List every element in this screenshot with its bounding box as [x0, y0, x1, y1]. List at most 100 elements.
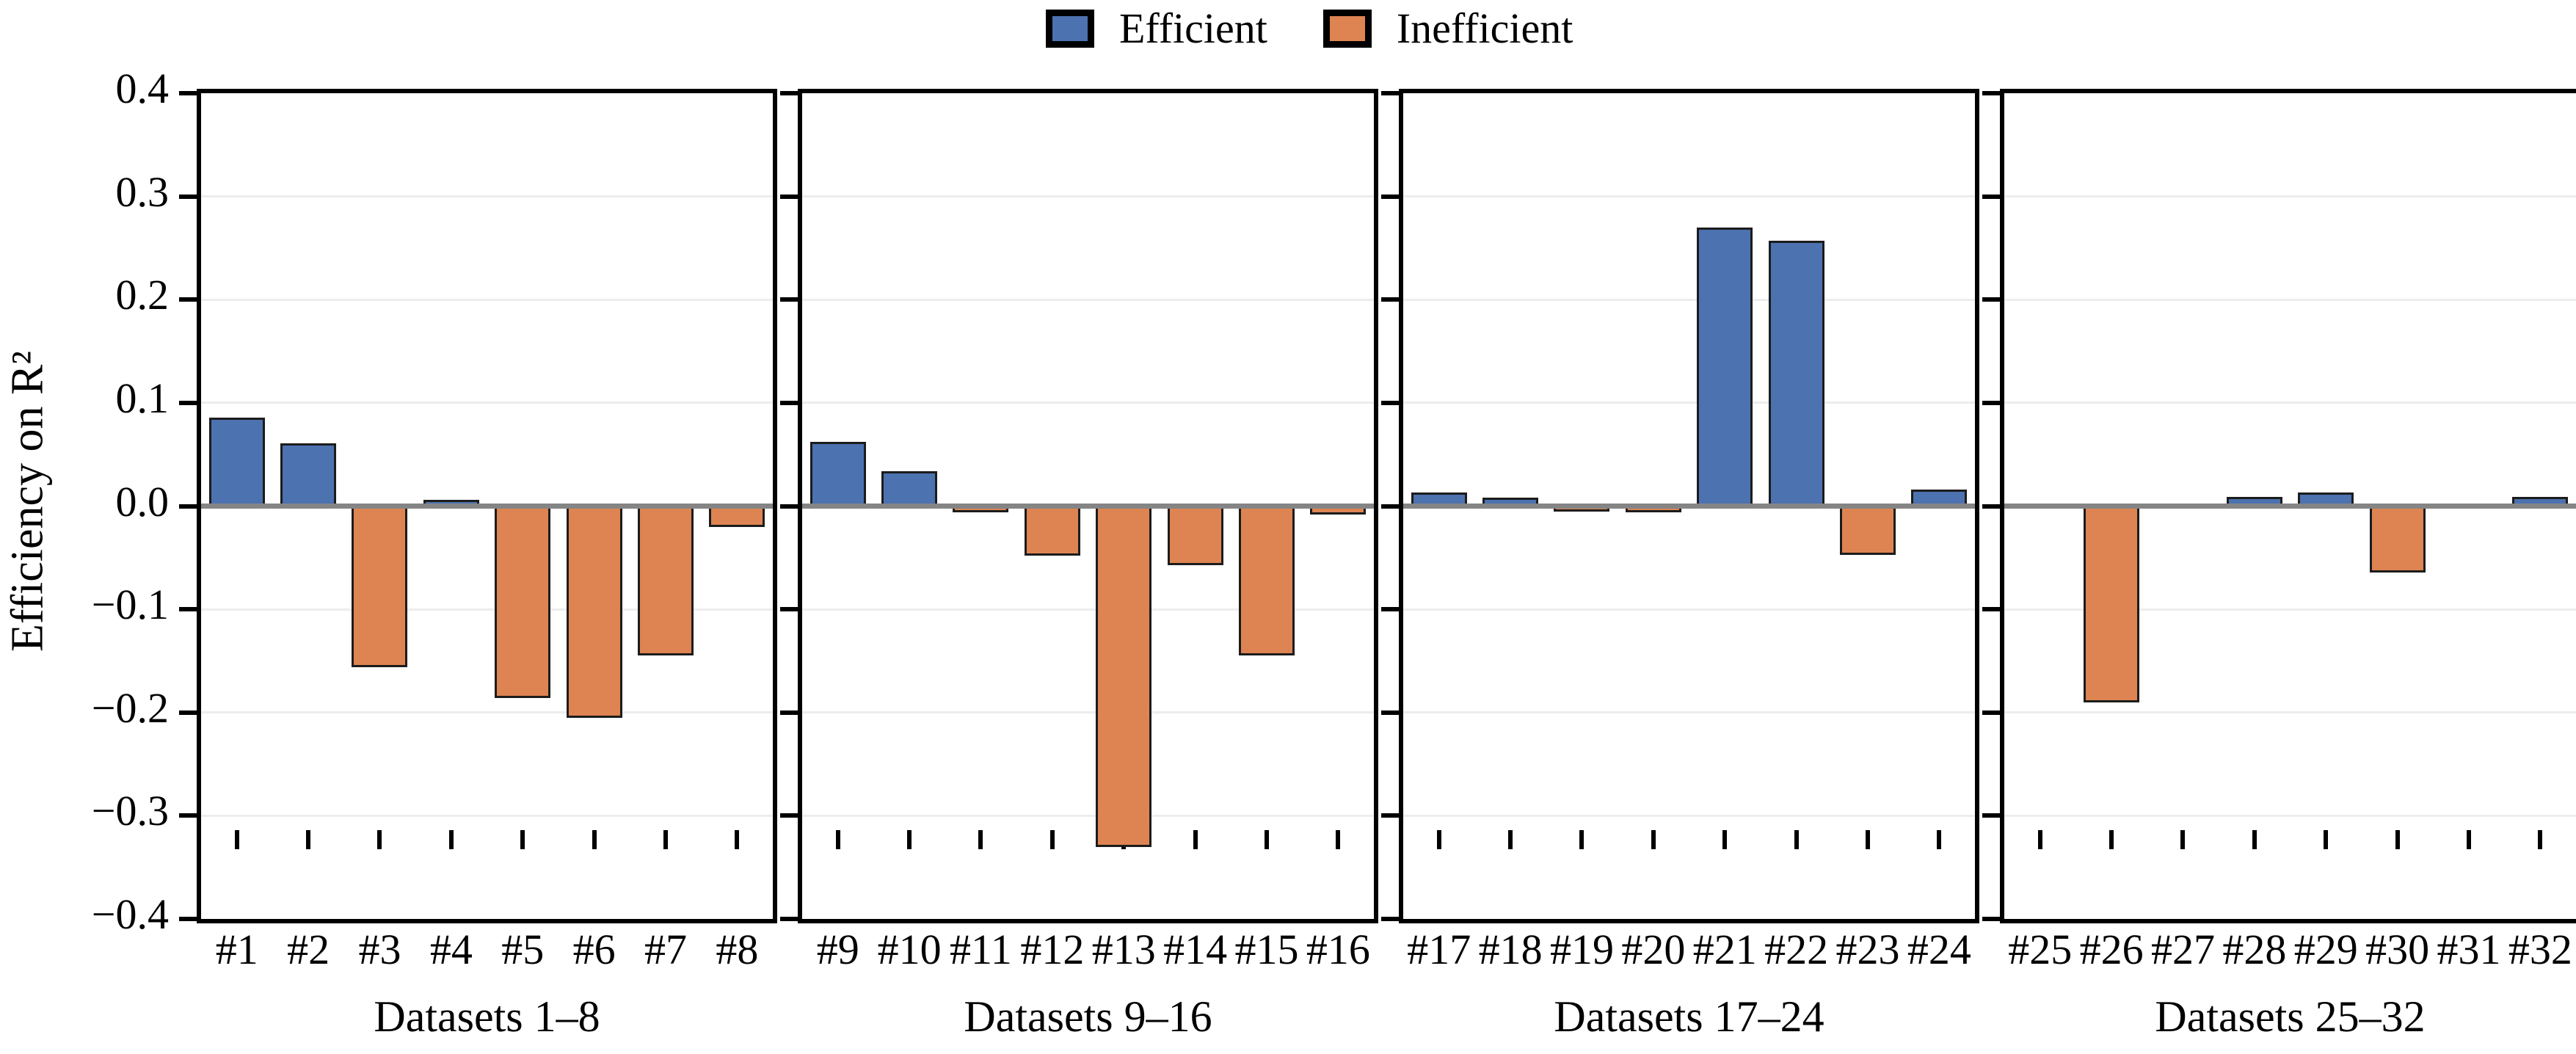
- x-tick: [2037, 830, 2042, 849]
- y-tick-label: 0.0: [115, 477, 170, 526]
- y-tick: [780, 297, 798, 302]
- x-tick-label: #31: [2437, 926, 2501, 973]
- x-tick-label: #8: [716, 926, 759, 973]
- x-tick: [663, 830, 668, 849]
- bar-21: [1697, 227, 1753, 506]
- x-tick: [1436, 830, 1441, 849]
- y-tick: [1982, 194, 2000, 199]
- x-tick: [2538, 830, 2543, 849]
- gridline: [1403, 814, 1975, 817]
- x-tick-label: #20: [1621, 926, 1686, 973]
- y-tick: [780, 710, 798, 715]
- gridline: [2004, 814, 2576, 817]
- gridline: [201, 195, 773, 198]
- bar-26: [2084, 506, 2140, 702]
- y-tick: [1381, 917, 1399, 921]
- y-tick: [179, 91, 197, 95]
- gridline: [2004, 195, 2576, 198]
- y-tick: [179, 504, 197, 509]
- bar-10: [881, 470, 938, 506]
- gridline: [802, 711, 1374, 714]
- x-tick-label: #10: [877, 926, 942, 973]
- y-tick: [1381, 400, 1399, 405]
- x-tick-label: #12: [1020, 926, 1085, 973]
- gridline: [1403, 711, 1975, 714]
- y-tick: [1982, 297, 2000, 302]
- zero-line: [1403, 504, 1975, 509]
- bar-13: [1096, 506, 1152, 847]
- gridline: [201, 814, 773, 817]
- y-tick-label: −0.2: [91, 683, 169, 732]
- y-tick-label: 0.3: [115, 167, 170, 216]
- x-tick: [520, 830, 525, 849]
- x-tick: [2466, 830, 2471, 849]
- subplot-2: #9 #10 #11 #12 #13 #14 #15 #16 Datasets 9–16: [780, 0, 1378, 1054]
- x-tick-label: #1: [215, 926, 258, 973]
- bar-1: [208, 417, 265, 506]
- y-tick: [179, 813, 197, 818]
- x-tick-label: #6: [572, 926, 616, 973]
- gridline: [802, 814, 1374, 817]
- gridline: [802, 195, 1374, 198]
- subplot-3: #17 #18 #19 #20 #21 #22 #23 #24 Datasets 17–24: [1381, 0, 1979, 1054]
- bar-7: [637, 506, 694, 656]
- gridline: [802, 401, 1374, 404]
- y-tick-label: −0.3: [91, 787, 169, 835]
- x-tick: [1722, 830, 1728, 849]
- legend-item-efficient: Efficient: [1046, 6, 1267, 51]
- x-tick: [377, 830, 382, 849]
- gridline: [1403, 608, 1975, 611]
- x-tick-label: #29: [2293, 926, 2358, 973]
- x-tick-label: #26: [2079, 926, 2144, 973]
- gridline: [201, 401, 773, 404]
- x-tick-label: #28: [2222, 926, 2287, 973]
- y-tick: [780, 194, 798, 199]
- bar-8: [709, 506, 765, 527]
- x-tick-label: #4: [429, 926, 473, 973]
- x-tick-label: #30: [2365, 926, 2430, 973]
- x-tick-label: #14: [1163, 926, 1228, 973]
- x-tick: [1336, 830, 1341, 849]
- y-tick: [179, 194, 197, 199]
- x-tick-labels-1: #1 #2 #3 #4 #5 #6 #7 #8: [197, 926, 777, 978]
- legend-swatch-inefficient: [1322, 10, 1372, 48]
- x-tick: [1651, 830, 1656, 849]
- y-tick: [1982, 710, 2000, 715]
- x-tick: [1865, 830, 1870, 849]
- x-tick-label: #9: [816, 926, 859, 973]
- plot-area-1: [179, 89, 777, 923]
- zero-line: [2004, 504, 2576, 509]
- y-tick: [1982, 917, 2000, 921]
- plot-area-3: [1381, 89, 1979, 923]
- x-tick: [234, 830, 239, 849]
- gridline: [802, 608, 1374, 611]
- y-tick: [1982, 813, 2000, 818]
- x-tick-label: #2: [287, 926, 330, 973]
- gridline: [201, 608, 773, 611]
- gridline: [802, 298, 1374, 301]
- bar-23: [1839, 506, 1896, 555]
- x-tick: [835, 830, 840, 849]
- zero-line: [201, 504, 773, 509]
- y-tick: [179, 710, 197, 715]
- x-tick-label: #13: [1091, 926, 1156, 973]
- x-tick-label: #17: [1407, 926, 1471, 973]
- x-axis-title-4: Datasets 25–32: [2155, 992, 2426, 1041]
- y-tick: [1381, 297, 1399, 302]
- plot-area-4: [1982, 89, 2576, 923]
- subplot-1: #1 #2 #3 #4 #5 #6 #7 #8 Datasets 1–8: [179, 0, 777, 1054]
- subplot-4: #25 #26 #27 #28 #29 #30 #31 #32 Datasets 25–32: [1982, 0, 2576, 1054]
- legend-label-efficient: Efficient: [1119, 4, 1267, 52]
- y-tick-label: −0.4: [91, 890, 169, 938]
- x-tick-label: #18: [1478, 926, 1543, 973]
- x-tick: [448, 830, 454, 849]
- bar-22: [1768, 241, 1824, 506]
- y-tick: [1381, 504, 1399, 509]
- bar-30: [2369, 506, 2426, 573]
- y-tick: [1381, 607, 1399, 612]
- gridline: [201, 298, 773, 301]
- bar-9: [809, 442, 866, 506]
- legend-label-inefficient: Inefficient: [1396, 4, 1573, 52]
- x-tick: [592, 830, 597, 849]
- gridline: [2004, 401, 2576, 404]
